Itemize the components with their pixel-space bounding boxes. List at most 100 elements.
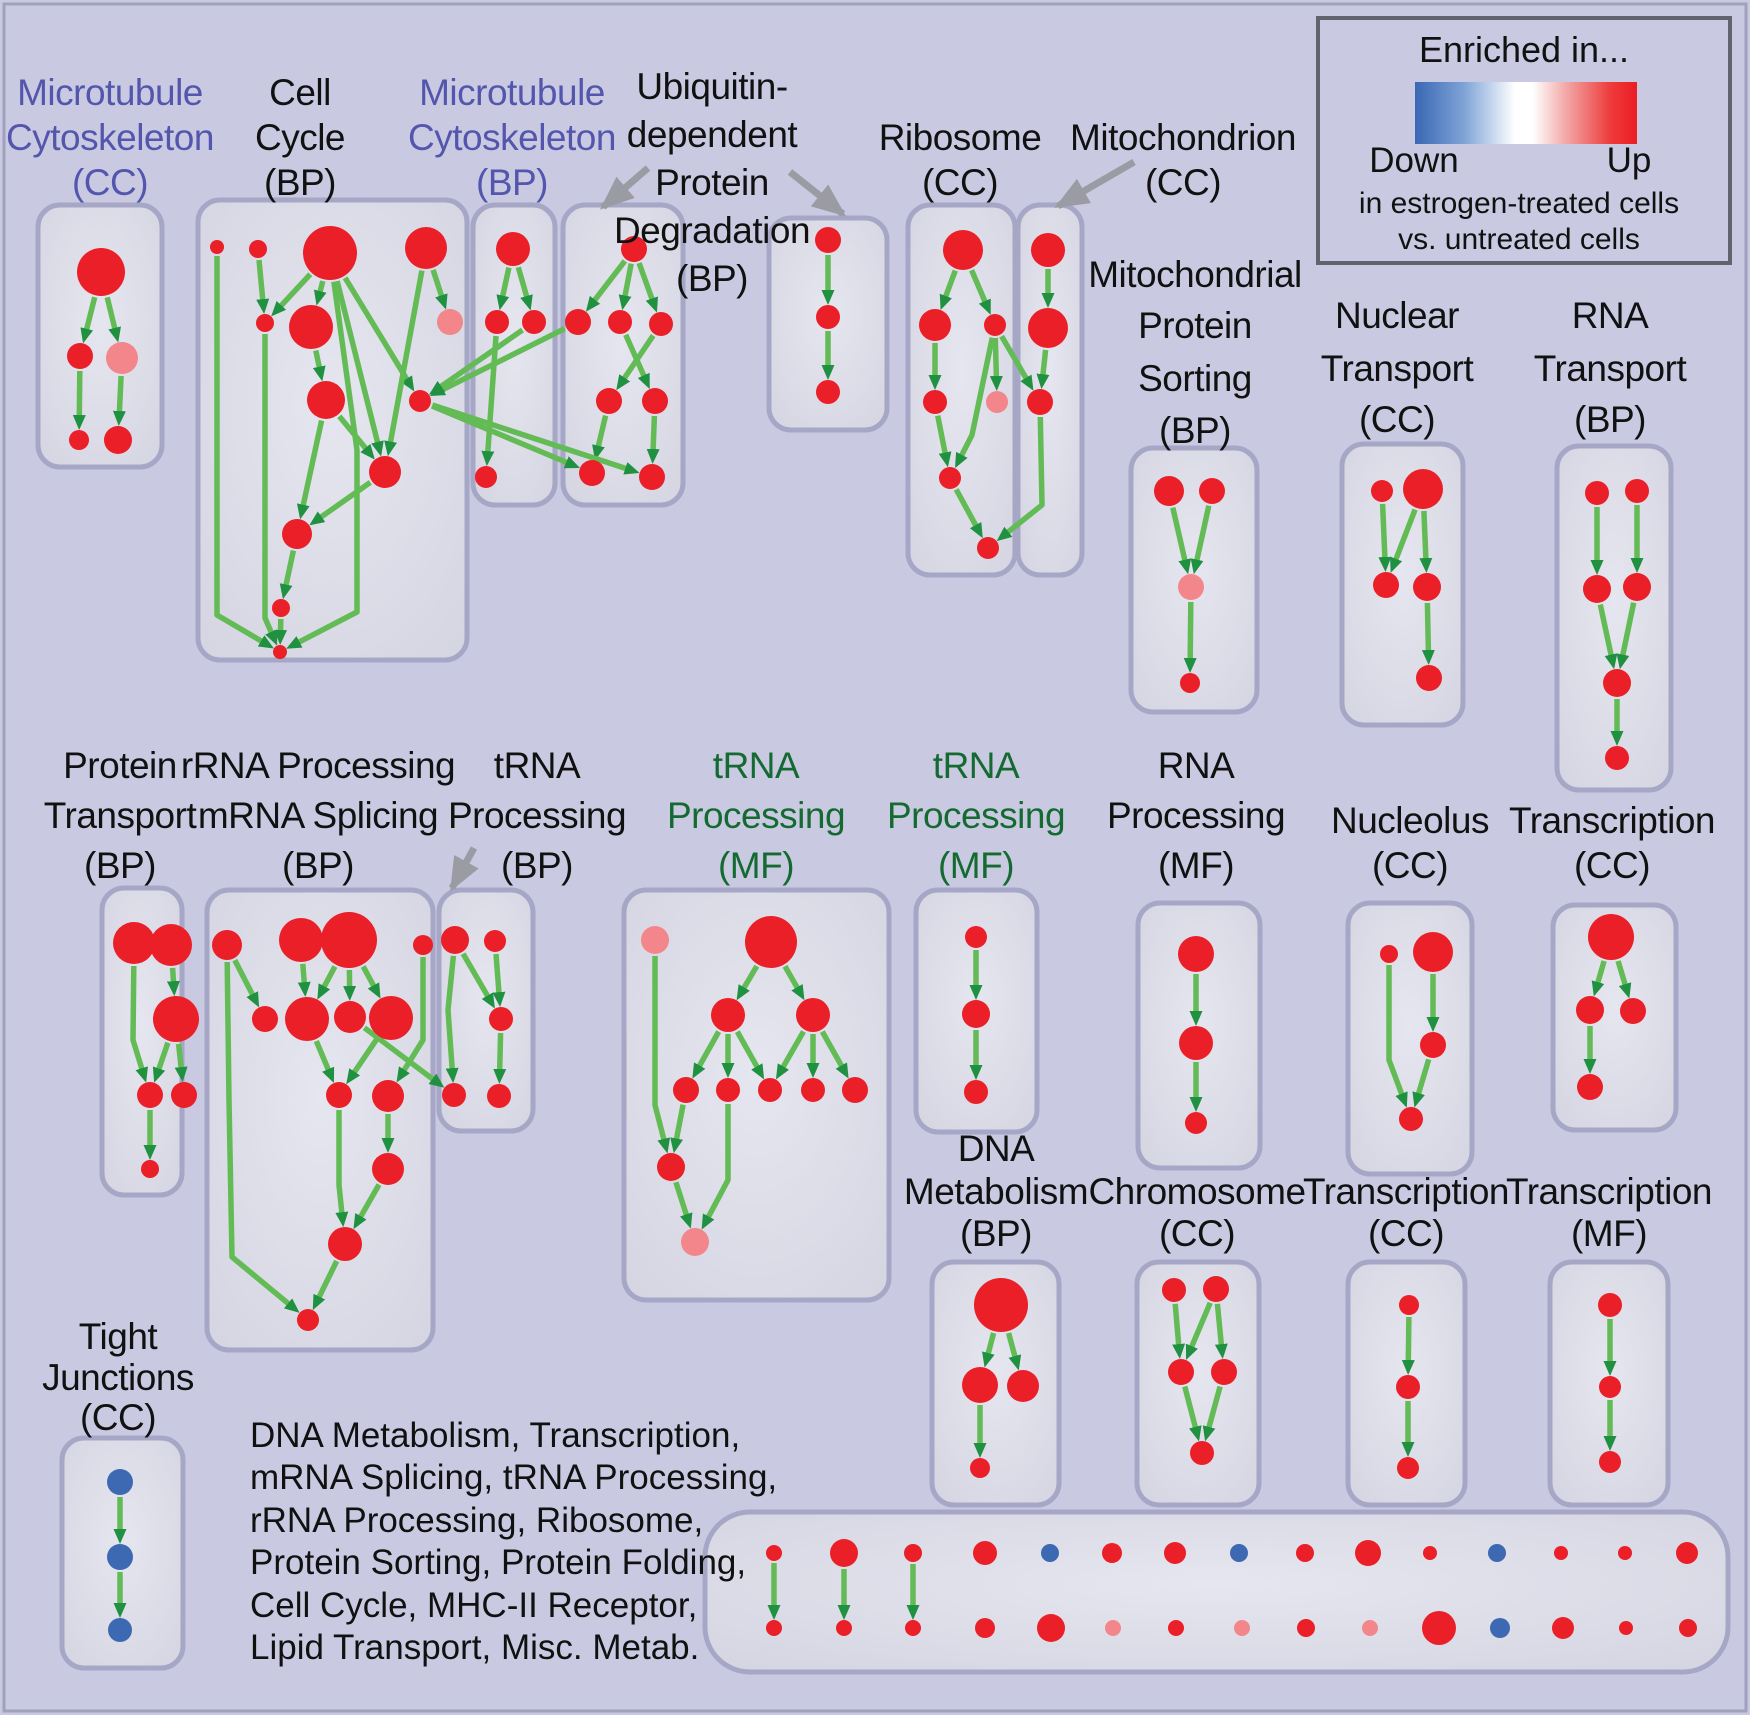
cluster-label-rna-transport-bp-line1: Transport: [1534, 348, 1688, 389]
legend: Enriched in... Down Up in estrogen-treat…: [1316, 16, 1732, 265]
node-cell-cycle-bp-0: [210, 240, 224, 254]
node-mito-protein-sorting-bp-2: [1178, 574, 1204, 600]
node-misc-strip-20: [1105, 1620, 1121, 1636]
edge-arrow: [955, 337, 995, 469]
node-ubiq-a-4: [596, 388, 622, 414]
note-line-3: Protein Sorting, Protein Folding,: [250, 1543, 746, 1582]
node-ubiq-a-6: [579, 460, 605, 486]
node-misc-strip-1: [830, 1539, 858, 1567]
node-nucleolus-cc-3: [1399, 1107, 1423, 1131]
node-misc-strip-17: [905, 1620, 921, 1636]
cluster-label-nuclear-transport-cc-line0: Nuclear: [1335, 295, 1459, 336]
node-misc-strip-19: [1037, 1614, 1065, 1642]
edge-arrow: [819, 1030, 849, 1079]
node-nucleolus-cc-2: [1420, 1032, 1446, 1058]
node-mt-cyto-bp-3: [475, 466, 497, 488]
edge-arrow: [1389, 508, 1418, 573]
cluster-label-rrna-mrna-bp-line0: rRNA Processing: [181, 745, 455, 786]
edge-arrow: [313, 1040, 335, 1084]
node-mt-cyto-cc-1: [67, 343, 93, 369]
node-mt-cyto-bp-1: [485, 310, 509, 334]
cluster-box-mt-cyto-cc: [35, 202, 165, 470]
cluster-box-trna-processing-mf-1: [621, 887, 892, 1303]
edge-arrow: [312, 349, 326, 382]
node-rna-transport-bp-5: [1605, 746, 1629, 770]
node-transcription-cc-r2-1: [1576, 996, 1604, 1024]
node-mitochondrion-cc-2: [1027, 389, 1053, 415]
edge-arrow: [430, 269, 448, 310]
legend-up-label: Up: [1607, 141, 1652, 180]
node-protein-transport-bp-2: [153, 996, 199, 1042]
edge-arrow: [337, 414, 375, 460]
node-rrna-mrna-bp-2: [321, 912, 377, 968]
cluster-label-mt-cyto-cc-line1: Cytoskeleton: [6, 117, 214, 158]
edge-arrow: [224, 961, 300, 1313]
cluster-box-nuclear-transport-cc: [1339, 441, 1466, 728]
node-misc-strip-16: [836, 1620, 852, 1636]
node-misc-strip-15: [766, 1620, 782, 1636]
cluster-label-mt-cyto-bp-line0: Microtubule: [419, 72, 605, 113]
edge-arrow: [72, 370, 86, 430]
edge-arrow: [734, 1030, 765, 1080]
node-protein-transport-bp-5: [141, 1160, 159, 1178]
note-line-1: mRNA Splicing, tRNA Processing,: [250, 1458, 777, 1497]
node-misc-strip-13: [1618, 1546, 1632, 1560]
edge-arrow: [256, 259, 270, 315]
node-nuclear-transport-cc-3: [1413, 573, 1441, 601]
edge-arrow: [1005, 1332, 1022, 1371]
labels-layer: MicrotubuleCytoskeleton(CC)CellCycle(BP)…: [6, 66, 1715, 1438]
nodes-layer: [67, 226, 1698, 1645]
node-rna-transport-bp-4: [1603, 669, 1631, 697]
node-cell-cycle-bp-5: [289, 305, 333, 349]
cluster-label-protein-transport-bp-line1: Transport: [44, 795, 198, 836]
node-rrna-mrna-bp-8: [326, 1082, 352, 1108]
cluster-label-trna-processing-mf-2-line1: Processing: [887, 795, 1065, 836]
node-nuclear-transport-cc-4: [1416, 665, 1442, 691]
cluster-label-transcription-mf-line0: Transcription: [1506, 1171, 1712, 1212]
node-misc-strip-26: [1490, 1618, 1510, 1638]
edge-arrow: [1036, 349, 1050, 390]
node-ubiq-a-3: [649, 312, 673, 336]
cluster-label-mitochondrion-cc-line0: Mitochondrion: [1070, 117, 1296, 158]
node-rrna-mrna-bp-12: [297, 1309, 319, 1331]
node-rrna-mrna-bp-11: [328, 1227, 362, 1261]
node-misc-strip-23: [1297, 1619, 1315, 1637]
cluster-label-tight-junctions-cc-line1: Junctions: [42, 1357, 194, 1398]
node-mito-protein-sorting-bp-3: [1180, 673, 1200, 693]
edge-arrow: [592, 414, 609, 461]
edge-arrow: [996, 416, 1045, 542]
cluster-label-nucleolus-cc-line0: Nucleolus: [1331, 800, 1489, 841]
cluster-label-ubiq-a-line4: (BP): [676, 258, 748, 299]
edge-arrow: [384, 270, 425, 457]
edge-arrow: [515, 266, 533, 311]
edge-arrow: [1190, 505, 1212, 575]
node-misc-strip-22: [1234, 1620, 1250, 1636]
node-trna-processing-mf-2-2: [964, 1080, 988, 1104]
node-protein-transport-bp-4: [171, 1082, 197, 1108]
node-trna-processing-mf-1-10: [681, 1228, 709, 1256]
edge-arrow: [431, 402, 640, 475]
edge-arrow: [1419, 510, 1433, 573]
edge-arrow: [1214, 1303, 1228, 1360]
node-trna-processing-mf-1-1: [745, 916, 797, 968]
cluster-label-rna-transport-bp-line0: RNA: [1572, 295, 1649, 336]
node-nuclear-transport-cc-1: [1403, 469, 1443, 509]
node-cell-cycle-bp-11: [272, 599, 290, 617]
edge-arrow: [460, 952, 495, 1009]
cluster-label-trna-processing-bp-line1: Processing: [448, 795, 626, 836]
node-ribosome-cc-0: [943, 230, 983, 270]
cluster-label-trna-processing-mf-1-line2: (MF): [718, 845, 794, 886]
edge-arrow: [1421, 602, 1435, 665]
cluster-box-rrna-mrna-bp: [204, 887, 436, 1353]
node-cell-cycle-bp-9: [369, 456, 401, 488]
cluster-label-rrna-mrna-bp-line2: (BP): [282, 845, 354, 886]
edge-arrow: [428, 327, 525, 395]
edge-arrow: [362, 1025, 445, 1088]
cluster-box-rna-transport-bp: [1554, 443, 1674, 793]
edge-arrow: [1401, 1316, 1415, 1375]
cluster-label-dna-metabolism-bp-line2: (BP): [960, 1213, 1032, 1254]
node-ribosome-cc-2: [984, 314, 1006, 336]
cluster-label-mito-protein-sorting-bp-line3: (BP): [1159, 410, 1231, 451]
node-misc-strip-5: [1102, 1543, 1122, 1563]
